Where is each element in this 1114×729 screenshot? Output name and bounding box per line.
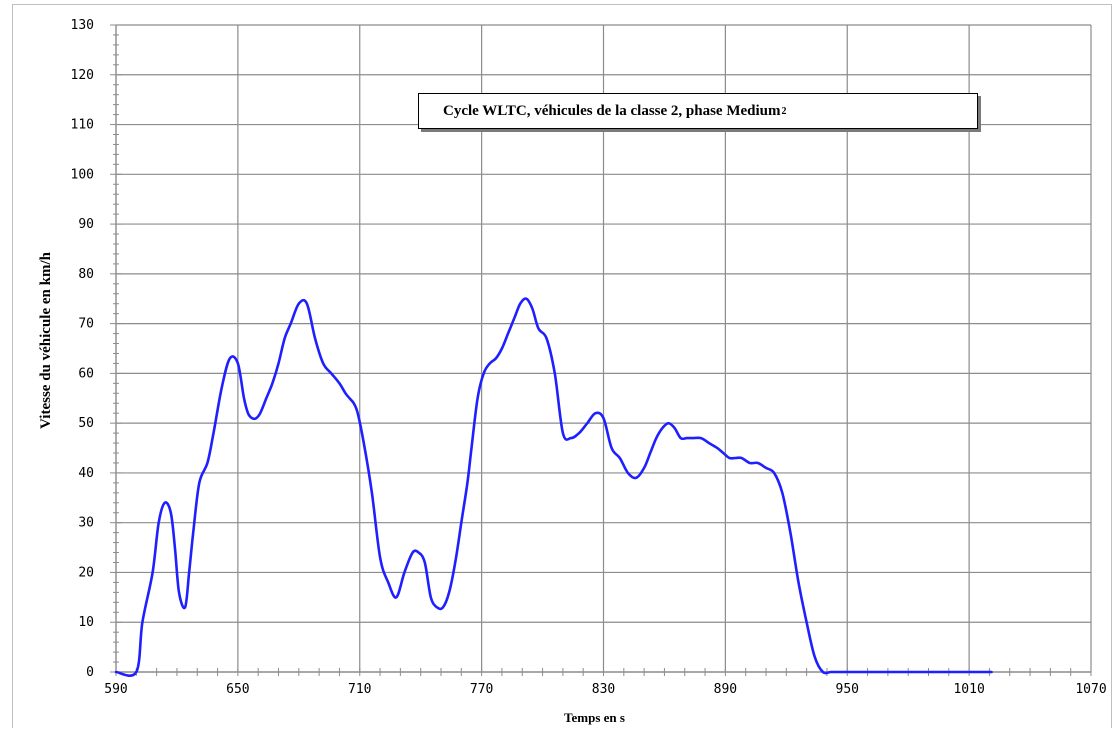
x-tick-label: 890 xyxy=(714,682,737,697)
chart-title: Cycle WLTC, véhicules de la classe 2, ph… xyxy=(418,93,978,129)
chart-frame xyxy=(12,4,1112,728)
chart-grid xyxy=(116,24,1092,672)
y-tick-label: 70 xyxy=(78,317,94,332)
y-tick-label: 40 xyxy=(78,466,94,481)
y-tick-label: 0 xyxy=(86,665,94,680)
y-tick-label: 20 xyxy=(78,565,94,580)
y-tick-label: 90 xyxy=(78,217,94,232)
x-tick-label: 1010 xyxy=(953,682,984,697)
x-axis-title: Temps en s xyxy=(564,710,625,725)
x-tick-label: 650 xyxy=(226,682,249,697)
x-tick-label: 770 xyxy=(470,682,493,697)
chart-title-subscript: 2 xyxy=(781,105,787,117)
y-tick-label: 120 xyxy=(71,68,94,83)
y-tick-label: 130 xyxy=(71,18,94,33)
y-axis-title: Vitesse du véhicule en km/h xyxy=(38,251,54,429)
y-tick-label: 10 xyxy=(78,615,94,630)
x-tick-label: 710 xyxy=(348,682,371,697)
x-tick-label: 590 xyxy=(104,682,127,697)
y-tick-label: 80 xyxy=(78,267,94,282)
chart-tick-labels: 0 10 20 30 40 50 60 70 80 90 100 110 120 130 590 650 710… xyxy=(71,18,1107,697)
x-tick-label: 1070 xyxy=(1075,682,1106,697)
x-tick-label: 950 xyxy=(836,682,859,697)
y-tick-label: 60 xyxy=(78,366,94,381)
y-tick-label: 100 xyxy=(71,167,94,182)
series-line xyxy=(114,297,993,677)
y-tick-label: 30 xyxy=(78,516,94,531)
y-tick-label: 110 xyxy=(71,118,94,133)
chart-ticks xyxy=(110,24,1092,676)
y-tick-label: 50 xyxy=(78,416,94,431)
chart-title-text: Cycle WLTC, véhicules de la classe 2, ph… xyxy=(443,102,781,119)
x-tick-label: 830 xyxy=(592,682,615,697)
